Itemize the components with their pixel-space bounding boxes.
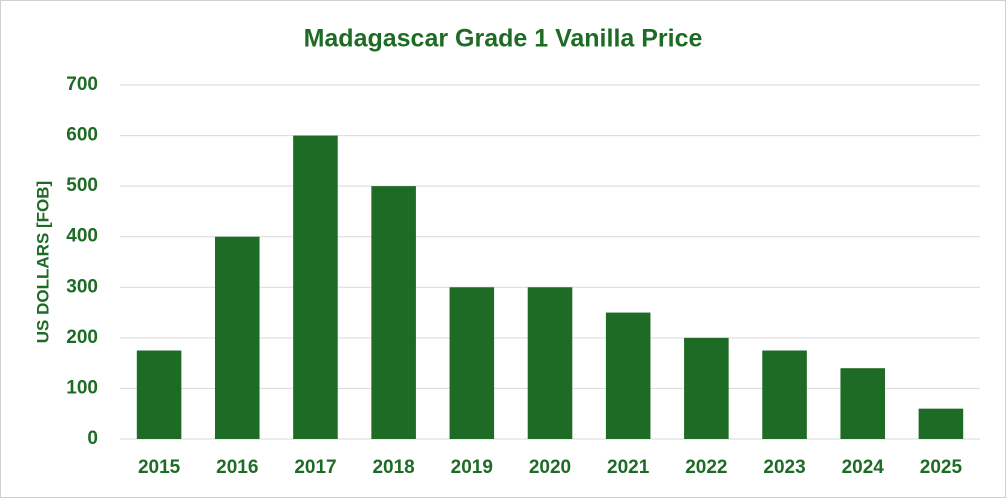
bar: [918, 408, 964, 439]
x-tick-label: 2025: [920, 457, 963, 478]
y-tick-label: 400: [66, 226, 98, 247]
bar: [371, 186, 416, 439]
bar: [449, 287, 495, 439]
bar: [605, 312, 651, 439]
x-tick-label: 2017: [294, 457, 336, 478]
y-tick-label: 300: [66, 276, 98, 297]
x-tick-label: 2015: [138, 457, 181, 478]
y-axis-label: US DOLLARS [FOB]: [33, 181, 52, 343]
bar: [136, 350, 182, 439]
x-tick-label: 2023: [763, 457, 805, 478]
x-tick-label: 2020: [529, 457, 571, 478]
bar: [840, 368, 886, 439]
bar: [762, 350, 807, 439]
chart-title: Madagascar Grade 1 Vanilla Price: [304, 25, 703, 53]
y-tick-label: 200: [66, 327, 98, 348]
x-tick-label: 2019: [451, 457, 493, 478]
y-tick-label: 100: [66, 377, 98, 398]
x-tick-label: 2021: [607, 457, 650, 478]
y-tick-label: 600: [66, 125, 98, 146]
bar: [214, 236, 260, 439]
y-tick-label: 700: [66, 74, 98, 95]
y-tick-label: 500: [66, 175, 98, 196]
bar: [293, 135, 338, 440]
bar: [527, 287, 573, 439]
x-tick-label: 2016: [216, 457, 258, 478]
x-tick-label: 2018: [372, 457, 414, 478]
x-tick-label: 2022: [685, 457, 727, 478]
bar: [684, 337, 729, 439]
y-tick-label: 0: [87, 428, 98, 449]
x-tick-label: 2024: [842, 457, 885, 478]
